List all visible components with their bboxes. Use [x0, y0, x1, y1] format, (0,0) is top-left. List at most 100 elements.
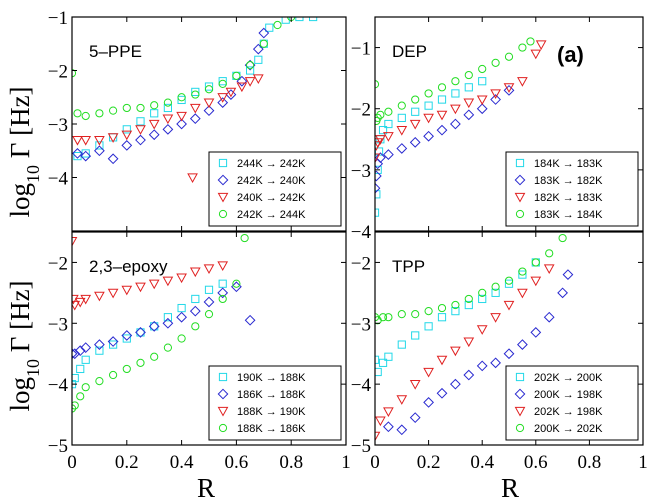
data-point [163, 313, 173, 322]
data-point [464, 300, 473, 310]
data-point [163, 103, 173, 113]
data-point [384, 107, 393, 116]
data-point [191, 90, 200, 99]
legend: 184K → 183K 183K → 182K 182K → 183K 183K → … [505, 151, 639, 227]
data-point [177, 93, 186, 102]
data-point [383, 149, 394, 160]
data-point [203, 264, 215, 275]
data-point [176, 118, 187, 130]
legend-entry: 183K → 184K [534, 209, 603, 221]
data-point [225, 87, 237, 98]
data-point [259, 39, 268, 48]
data-point [148, 119, 160, 130]
data-point [411, 107, 420, 116]
data-point [72, 148, 83, 159]
legend-marker [514, 174, 526, 186]
data-point [107, 153, 119, 165]
data-point [375, 208, 380, 217]
legend-entry: 200K → 202K [534, 423, 603, 435]
legend-box [208, 151, 342, 227]
data-point [409, 380, 421, 390]
data-point [504, 279, 514, 288]
data-point [436, 355, 448, 366]
data-point [176, 311, 187, 323]
data-point [177, 95, 186, 105]
panel-epoxy: 0 0.2 0.4 0.6 0.8 1 −5 −4 −3 −2 2,3–epoxy 190K → 18… [48, 231, 351, 473]
data-point [397, 101, 406, 110]
panel-title: DEP [392, 42, 427, 61]
data-point [76, 364, 85, 374]
data-point [258, 27, 270, 39]
y-tick-label: −2 [351, 253, 371, 274]
x-tick-label: 0.8 [279, 452, 303, 473]
panel-title: 5–PPE [89, 42, 142, 61]
data-points [72, 233, 256, 413]
data-point [94, 135, 105, 146]
panel-dep: −4 −3 −2 −1 DEP 184K → 183K 183K → 182K 182K → … [351, 16, 644, 243]
data-point [436, 387, 448, 399]
y-tick-label: −1 [48, 8, 68, 29]
data-point [397, 310, 406, 319]
data-point [121, 285, 133, 296]
legend-entry: 202K → 200K [534, 372, 603, 384]
x-tick-label: 0 [370, 452, 380, 473]
data-point [464, 83, 473, 92]
data-point [76, 392, 85, 401]
data-point [490, 313, 501, 323]
panel-tag: (a) [557, 42, 584, 67]
data-point [218, 79, 227, 88]
data-point [187, 173, 198, 184]
y-tick-label: −4 [48, 169, 69, 190]
data-point [109, 106, 118, 115]
legend-marker [217, 174, 229, 186]
data-point [530, 276, 542, 287]
data-point [436, 110, 448, 121]
data-point [558, 233, 567, 243]
data-point [94, 291, 105, 302]
data-point [424, 89, 433, 98]
data-point [518, 267, 527, 276]
y-axis-label-top: log10 Γ [Hz] [5, 86, 43, 217]
data-point [378, 358, 388, 367]
data-point [411, 95, 420, 104]
data-point [240, 233, 249, 243]
data-point [478, 288, 487, 297]
data-point [265, 23, 274, 32]
legend-entry: 240K → 242K [237, 192, 306, 204]
data-point [218, 294, 227, 304]
data-point [109, 370, 118, 380]
data-point [150, 109, 159, 118]
data-point [217, 261, 229, 272]
data-point [543, 311, 555, 323]
legend-entry: 188K → 190K [237, 406, 306, 418]
legend: 190K → 188K 186K → 188K 188K → 190K 188K → … [208, 365, 342, 441]
data-point [478, 77, 487, 86]
legend-box [505, 365, 639, 441]
data-point [450, 346, 461, 357]
data-point [122, 364, 131, 374]
data-point [545, 249, 554, 258]
data-point [424, 322, 433, 331]
data-point [451, 307, 460, 316]
data-point [491, 288, 500, 297]
data-point [437, 313, 447, 322]
data-point [491, 282, 500, 291]
data-point [95, 346, 104, 355]
data-point [375, 135, 386, 145]
data-point [162, 114, 174, 125]
data-point [437, 95, 447, 104]
data-point [163, 343, 172, 352]
data-point [252, 74, 264, 85]
y-tick-label: −3 [351, 314, 371, 335]
legend-marker [217, 388, 229, 400]
data-point [375, 190, 381, 199]
x-tick-label: 0 [67, 452, 77, 473]
data-point [218, 77, 227, 86]
data-point [504, 52, 514, 61]
panels-layer: −4 −3 −2 −1 5–PPE 244K → 242K 242K → 240K 240K … [48, 8, 648, 473]
data-point [384, 119, 393, 129]
data-point [148, 129, 160, 141]
data-point [135, 125, 146, 135]
data-point [236, 82, 248, 93]
